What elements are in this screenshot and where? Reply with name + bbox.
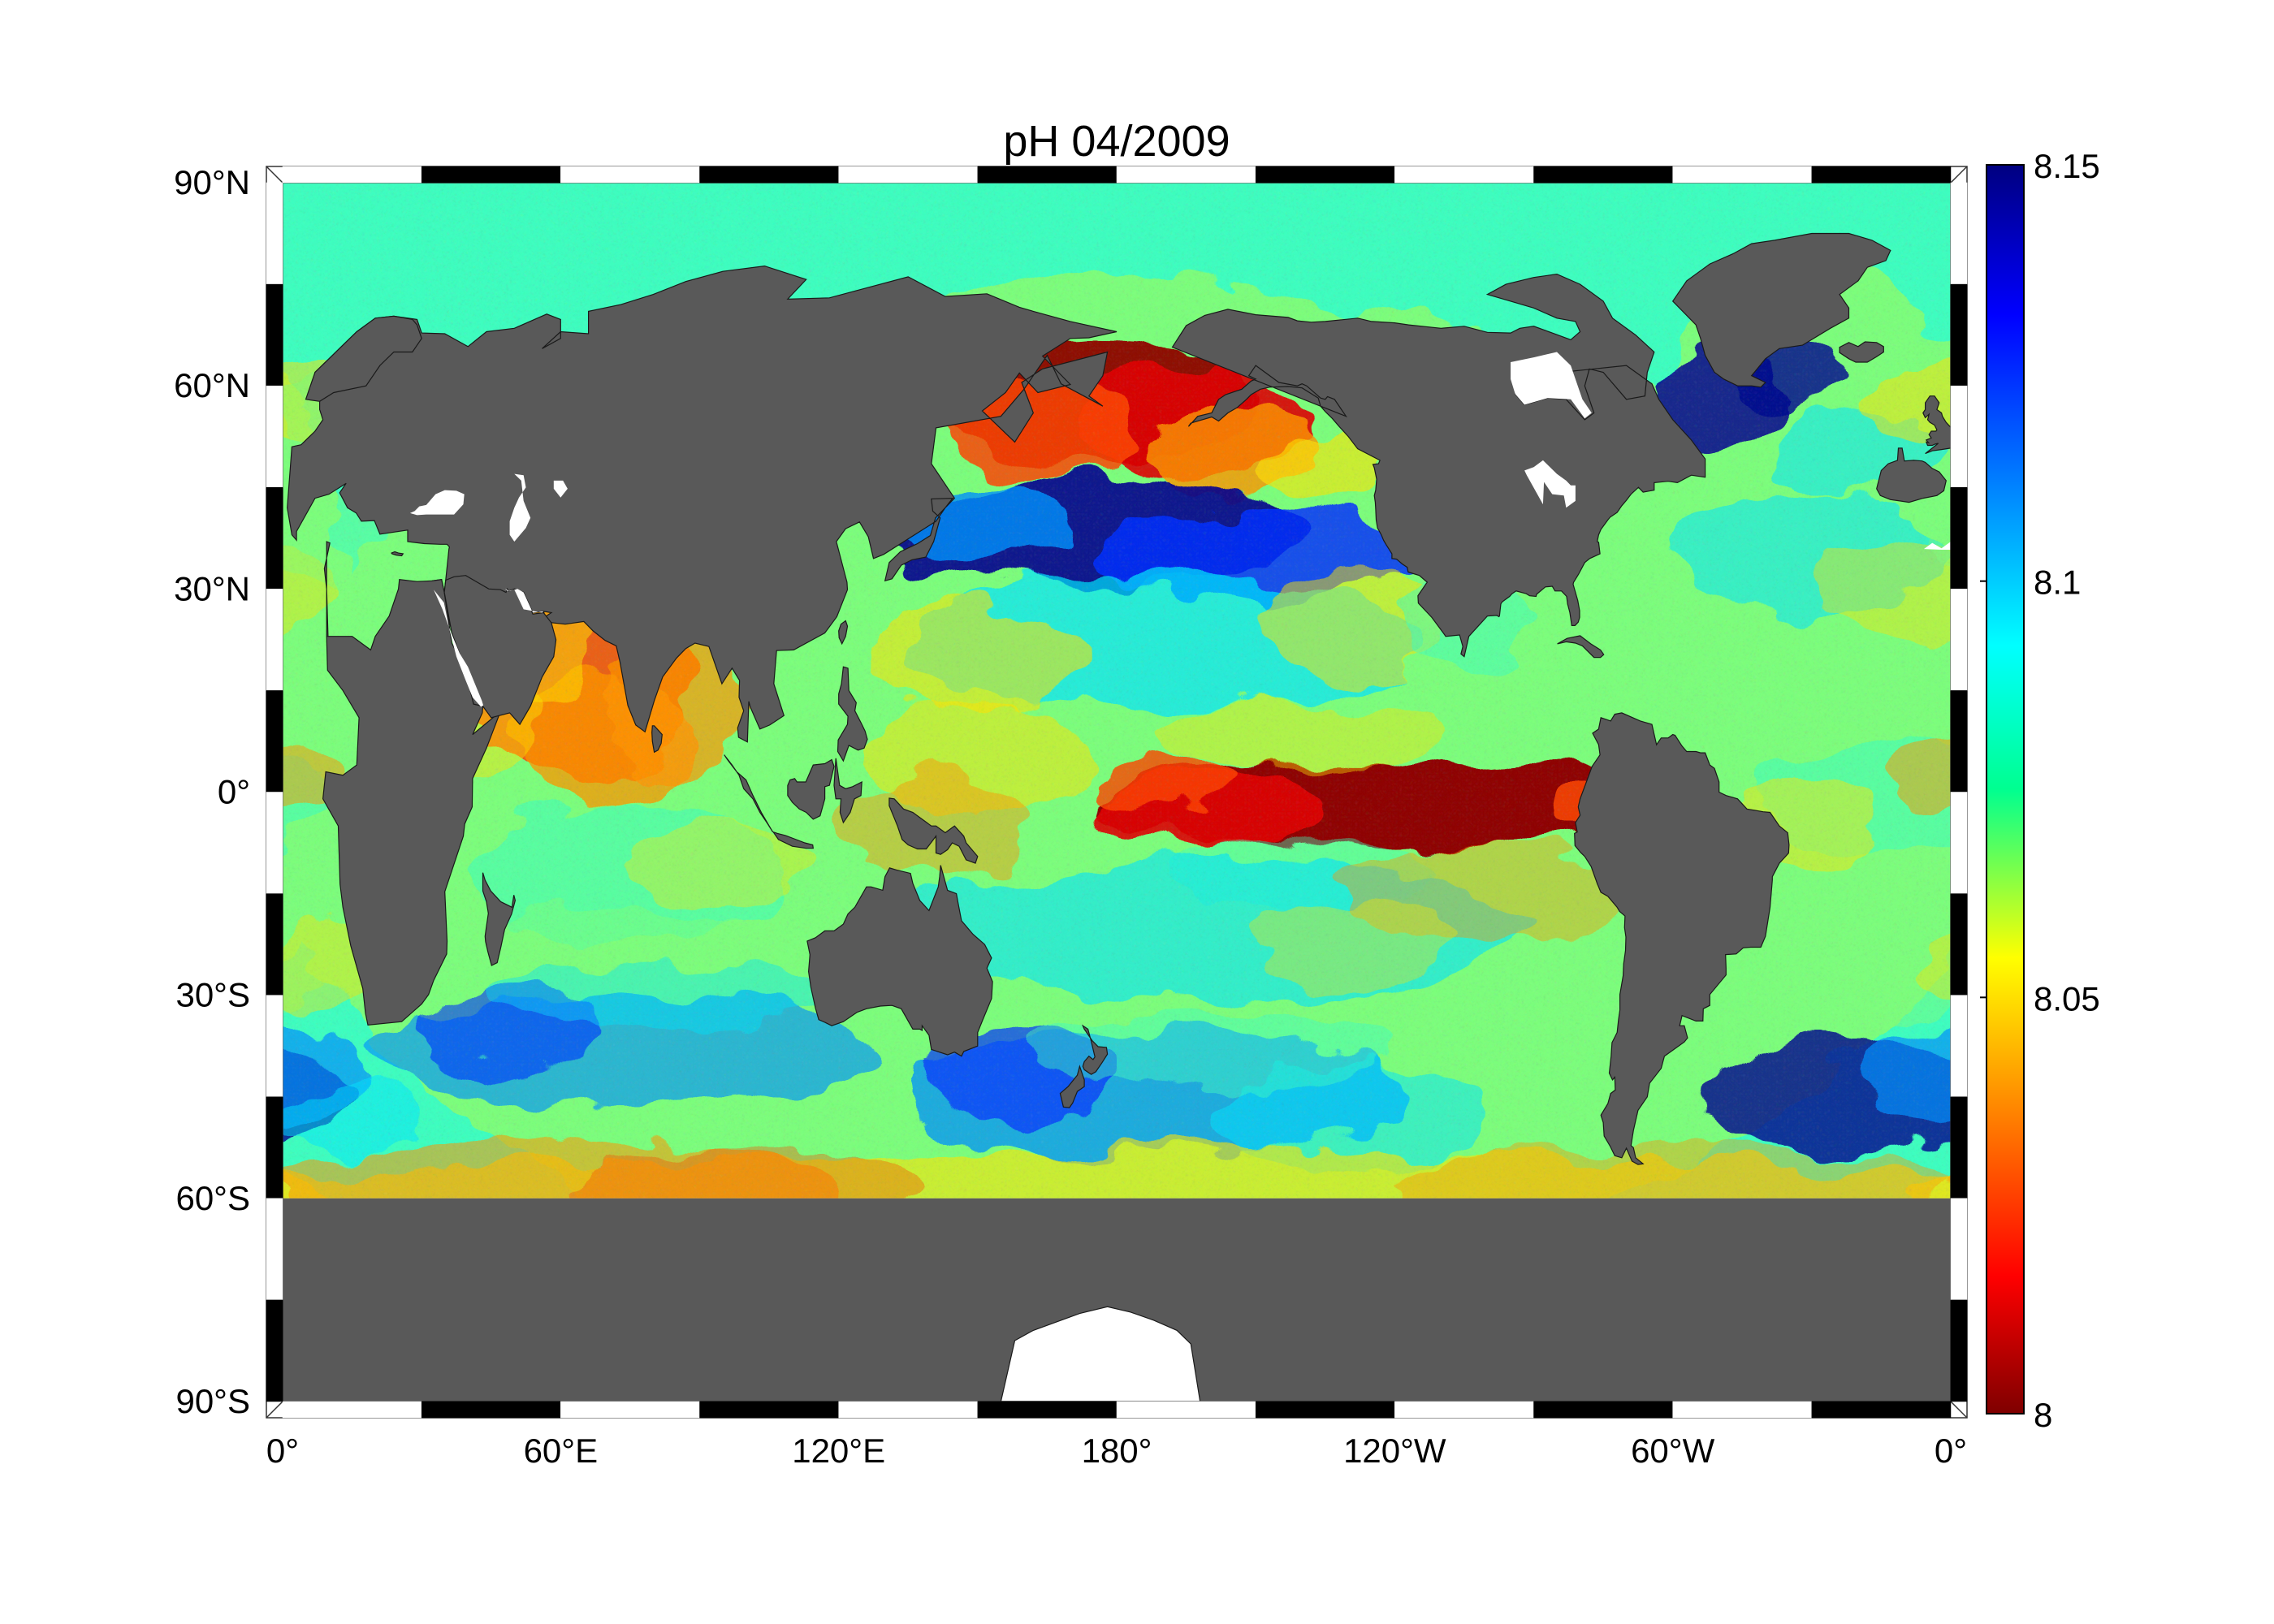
svg-text:120°W: 120°W: [1343, 1432, 1446, 1470]
svg-text:90°N: 90°N: [174, 163, 250, 201]
svg-text:60°N: 60°N: [174, 366, 250, 404]
svg-text:180°: 180°: [1082, 1432, 1152, 1470]
svg-text:8.15: 8.15: [2034, 147, 2100, 185]
svg-text:8: 8: [2034, 1396, 2052, 1434]
svg-text:60°E: 60°E: [524, 1432, 599, 1470]
svg-text:0°: 0°: [218, 773, 250, 811]
svg-text:60°S: 60°S: [175, 1179, 250, 1217]
svg-text:8.05: 8.05: [2034, 979, 2100, 1017]
svg-text:8.1: 8.1: [2034, 564, 2081, 602]
svg-text:90°S: 90°S: [175, 1382, 250, 1420]
svg-text:30°S: 30°S: [175, 976, 250, 1014]
svg-text:0°: 0°: [266, 1432, 299, 1470]
svg-text:30°N: 30°N: [174, 569, 250, 607]
svg-text:60°W: 60°W: [1631, 1432, 1715, 1470]
svg-text:0°: 0°: [1935, 1432, 1967, 1470]
svg-text:pH 04/2009: pH 04/2009: [1003, 117, 1230, 166]
svg-text:120°E: 120°E: [792, 1432, 885, 1470]
